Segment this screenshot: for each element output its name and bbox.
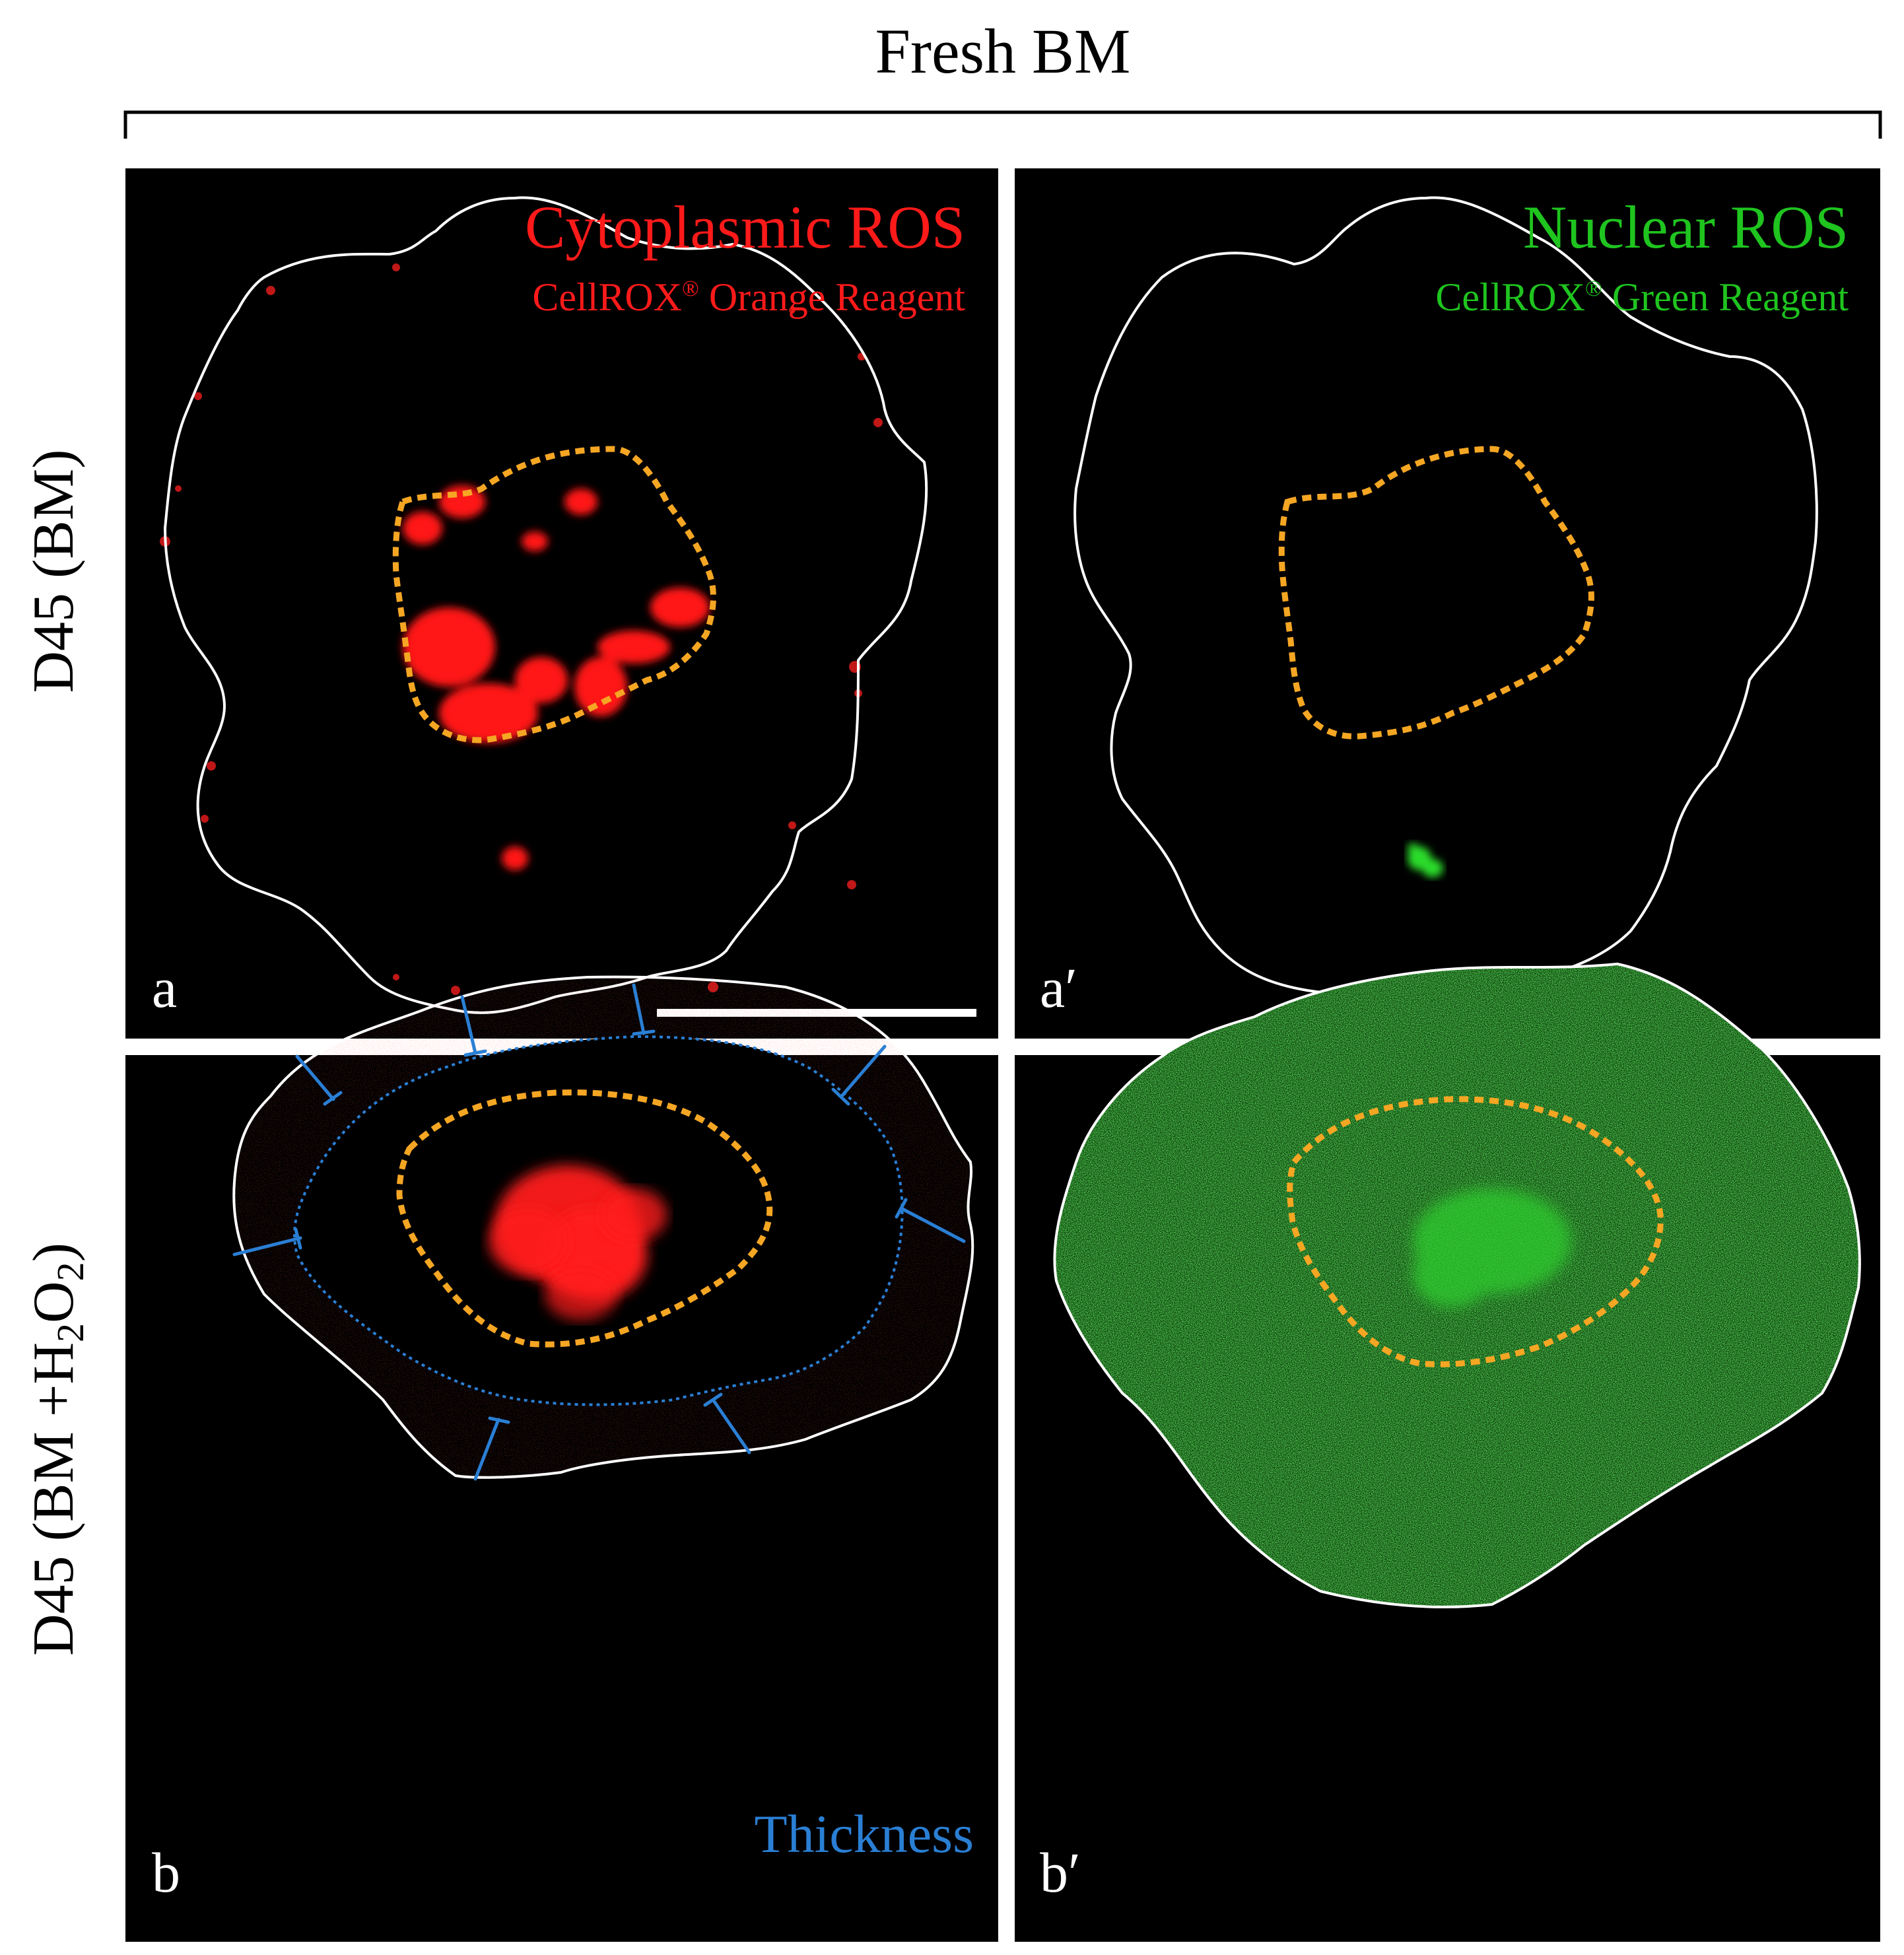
panel-b-thickness-lines bbox=[232, 983, 966, 1481]
panel-b-prime-cell-outline bbox=[1053, 962, 1861, 1608]
panel-a-prime-letter: a′ bbox=[1040, 956, 1077, 1019]
panel-a-background bbox=[125, 168, 998, 1039]
panel-a-channel-title: Cytoplasmic ROS bbox=[525, 193, 965, 261]
panel-a-letter: a bbox=[152, 956, 177, 1019]
panel-b-prime-letter: b′ bbox=[1040, 1841, 1081, 1904]
panel-b-letter: b bbox=[152, 1841, 180, 1904]
panel-b-inner-contour bbox=[293, 1035, 904, 1406]
panel-a-reagent: CellROX® Orange Reagent bbox=[532, 275, 965, 319]
panel-a-prime-nucleus-outline bbox=[1278, 446, 1594, 739]
panel-a-prime-reagent-reg: ® bbox=[1585, 277, 1602, 301]
panel-b-prime: b′ bbox=[1015, 962, 1880, 1942]
panel-a-reagent-prefix: CellROX bbox=[532, 275, 682, 319]
panel-a-border-puncta bbox=[160, 263, 883, 995]
panel-a-prime-channel-title: Nuclear ROS bbox=[1523, 193, 1849, 261]
panel-b-prime-nucleus-outline bbox=[1287, 1096, 1664, 1367]
panel-b: Thickness b bbox=[125, 975, 998, 1942]
panel-a-prime-reagent-prefix: CellROX bbox=[1435, 275, 1585, 319]
row-label-bm: D45 (BM) bbox=[22, 449, 86, 693]
panel-b-cell-outline bbox=[232, 975, 974, 1479]
panel-a-nucleus-outline bbox=[392, 446, 716, 743]
header-bracket bbox=[123, 110, 1882, 139]
panel-a-prime-faint-signal bbox=[1063, 211, 1829, 990]
panel-a-prime-reagent-suffix: Green Reagent bbox=[1602, 275, 1849, 319]
panel-b-ros-cluster bbox=[489, 1165, 667, 1320]
panel-a-prime: Nuclear ROS CellROX® Green Reagent a′ bbox=[1015, 168, 1880, 1039]
row-label-suffix: ) bbox=[22, 1243, 86, 1262]
row-label-prefix: D45 (BM +H bbox=[22, 1342, 86, 1656]
panel-b-prime-nucleus-glow bbox=[1413, 1188, 1571, 1307]
panel-a-cell-outline bbox=[163, 196, 928, 1014]
panel-a-reagent-reg: ® bbox=[682, 277, 699, 301]
panel-a-prime-bright-spot bbox=[1408, 843, 1443, 877]
row-label-bm-h2o2: D45 (BM +H2O2) bbox=[22, 1243, 92, 1656]
panel-a: Cytoplasmic ROS CellROX® Orange Reagent … bbox=[125, 168, 998, 1039]
row-label-sub2: 2 bbox=[49, 1262, 92, 1281]
panel-a-reagent-suffix: Orange Reagent bbox=[699, 275, 965, 319]
row-label-mid: O bbox=[22, 1281, 86, 1323]
panel-a-prime-reagent: CellROX® Green Reagent bbox=[1435, 275, 1849, 319]
figure-title: Fresh BM bbox=[875, 16, 1131, 86]
row-label-sub1: 2 bbox=[49, 1323, 92, 1342]
panel-b-thickness-label: Thickness bbox=[755, 1804, 974, 1864]
panel-b-nucleus-outline bbox=[396, 1089, 773, 1348]
panel-a-prime-cell-outline bbox=[1073, 196, 1818, 996]
